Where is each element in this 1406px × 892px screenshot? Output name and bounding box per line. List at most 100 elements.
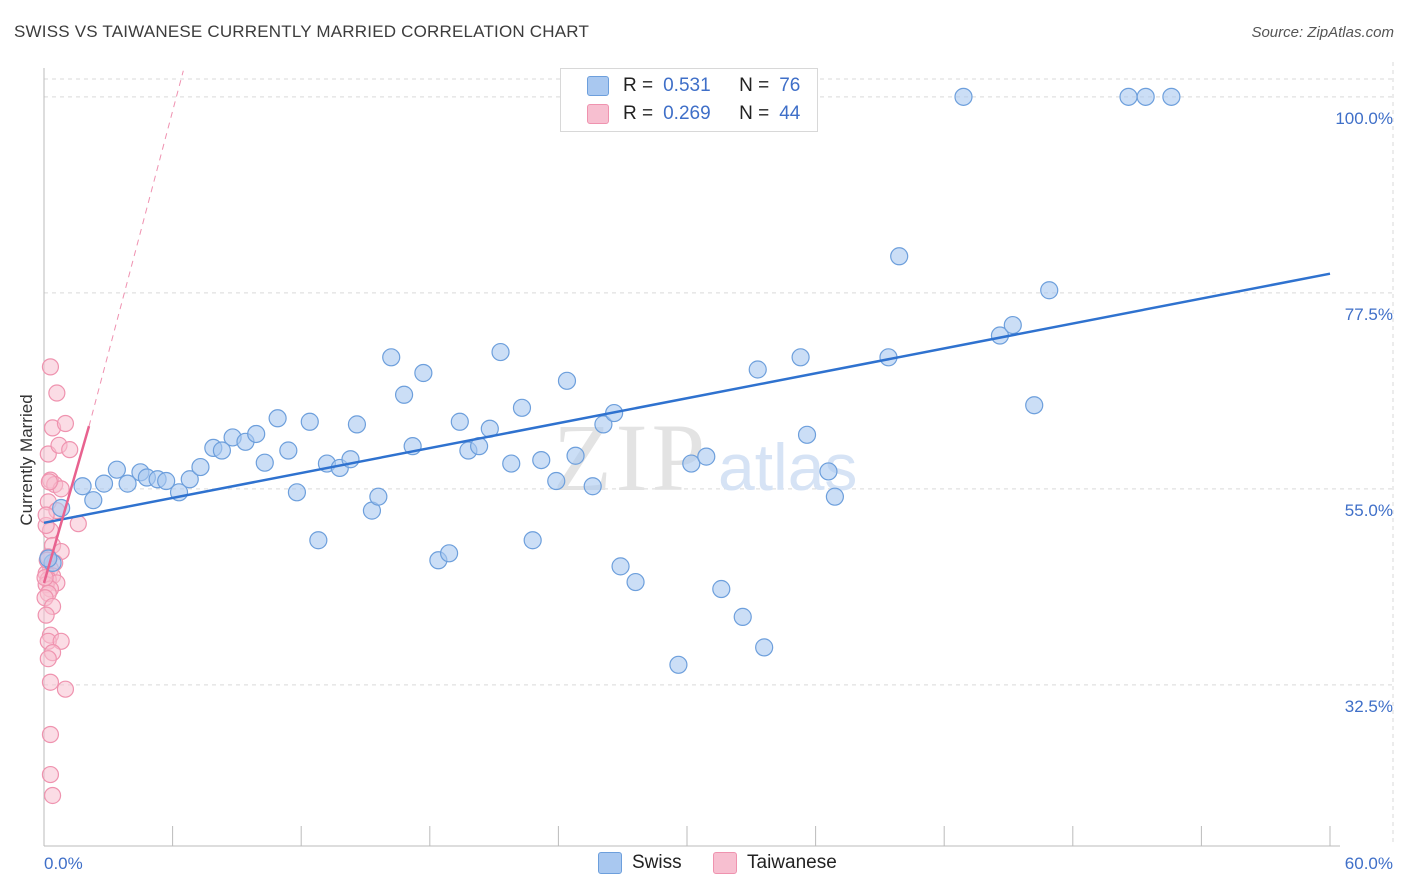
swiss-point-48 [566, 446, 585, 465]
swiss-point-31 [382, 348, 401, 367]
swiss-point-49 [583, 477, 602, 496]
taiwanese-point-37 [41, 725, 60, 744]
swiss-point-30 [369, 487, 388, 506]
taiwanese-point-5 [56, 414, 75, 433]
taiwanese-trendline [42, 425, 91, 584]
swiss-point-4 [94, 474, 114, 493]
taiwanese-n-value: 44 [779, 103, 801, 124]
swiss-point-20 [268, 409, 287, 428]
y-axis-label: Currently Married [17, 394, 36, 526]
swiss-point-23 [300, 412, 319, 431]
swiss-trendline [43, 272, 1331, 525]
taiwanese-point-36 [56, 680, 75, 698]
swiss-point-6 [118, 474, 137, 493]
taiwanese-point-39 [43, 786, 62, 805]
swiss-point-22 [287, 483, 307, 502]
swiss-point-52 [611, 557, 630, 576]
swiss-point-28 [347, 415, 367, 434]
swiss-point-44 [523, 531, 542, 550]
taiwanese-point-0 [41, 358, 60, 376]
swiss-point-56 [697, 447, 716, 466]
swiss-point-24 [309, 531, 328, 550]
legend-row-taiwanese: R = 0.269 N = 44 [587, 101, 800, 127]
swiss-point-74 [1162, 87, 1181, 106]
swiss-point-70 [1025, 396, 1044, 415]
swiss-point-3 [84, 491, 103, 510]
taiwanese-point-32 [52, 632, 70, 650]
swiss-legend-swatch [598, 852, 622, 874]
y-tick-label-3: 100.0% [1335, 109, 1393, 128]
swiss-point-67 [954, 87, 973, 106]
swiss-point-42 [502, 454, 521, 473]
swiss-point-34 [414, 363, 433, 383]
swiss-point-10 [157, 471, 176, 491]
legend-row-swiss: R = 0.531 N = 76 [587, 73, 800, 99]
swiss-point-62 [797, 425, 817, 444]
swiss-point-15 [212, 441, 231, 460]
swiss-legend-label: Swiss [632, 852, 682, 873]
taiwanese-legend-swatch [713, 852, 737, 874]
taiwanese-point-1 [48, 384, 66, 402]
x-tick-label-min: 0.0% [44, 854, 83, 873]
stats-legend: R = 0.531 N = 76 R = 0.269 N = 44 [560, 68, 818, 132]
swiss-r-value: 0.531 [663, 75, 711, 96]
swiss-point-12 [180, 470, 199, 489]
y-tick-label-0: 32.5% [1345, 697, 1393, 716]
taiwanese-trendline-extension [88, 70, 184, 427]
taiwanese-point-34 [39, 650, 57, 668]
y-tick-label-1: 55.0% [1345, 501, 1393, 520]
swiss-point-32 [394, 385, 414, 404]
trendlines [42, 70, 1331, 584]
swiss-point-72 [1119, 87, 1138, 106]
swiss-point-57 [712, 579, 731, 599]
swiss-point-58 [733, 607, 752, 626]
swiss-point-63 [819, 462, 838, 481]
taiwanese-point-41 [40, 473, 58, 491]
taiwanese-point-38 [41, 765, 60, 784]
legend-item-taiwanese[interactable]: Taiwanese [713, 852, 837, 874]
swiss-n-label: N = [739, 75, 770, 96]
swiss-point-73 [1136, 87, 1155, 106]
swiss-n-value: 76 [779, 75, 801, 96]
swiss-point-36 [439, 544, 459, 563]
swiss-point-2 [73, 477, 92, 496]
x-tick-label-max: 60.0% [1345, 854, 1393, 873]
swiss-point-5 [107, 460, 126, 479]
swiss-point-55 [682, 454, 701, 473]
swiss-point-13 [191, 457, 210, 477]
taiwanese-r-label: R = [623, 103, 654, 124]
swiss-point-21 [279, 441, 298, 460]
chart-title: SWISS VS TAIWANESE CURRENTLY MARRIED COR… [14, 22, 590, 41]
swiss-point-54 [669, 655, 688, 674]
swiss-point-61 [791, 348, 810, 367]
source-label: Source: ZipAtlas.com [1251, 24, 1394, 41]
tick-labels: 32.5% 55.0% 77.5% 100.0% 0.0% 60.0% [44, 109, 1393, 873]
taiwanese-point-35 [41, 673, 60, 691]
taiwanese-r-value: 0.269 [663, 103, 711, 124]
swiss-point-64 [825, 487, 844, 506]
y-tick-label-2: 77.5% [1345, 305, 1393, 324]
swiss-point-19 [255, 453, 274, 472]
taiwanese-point-6 [61, 441, 79, 459]
swiss-point-18 [247, 424, 266, 444]
taiwanese-point-29 [37, 606, 55, 624]
swiss-point-46 [547, 471, 566, 491]
swiss-point-45 [532, 450, 551, 470]
taiwanese-swatch [587, 104, 609, 124]
swiss-point-60 [755, 638, 774, 657]
swiss-point-59 [748, 360, 767, 379]
swiss-point-37 [450, 412, 469, 431]
taiwanese-legend-label: Taiwanese [747, 852, 837, 873]
legend-item-swiss[interactable]: Swiss [598, 852, 682, 874]
swiss-points [39, 87, 1181, 674]
taiwanese-n-label: N = [739, 103, 770, 124]
swiss-point-47 [557, 371, 577, 390]
swiss-point-66 [890, 247, 909, 266]
swiss-point-50 [594, 415, 613, 434]
swiss-point-69 [1003, 315, 1022, 335]
swiss-r-label: R = [623, 75, 654, 96]
swiss-point-41 [491, 342, 510, 362]
swiss-point-43 [512, 398, 532, 417]
swiss-point-71 [1040, 281, 1059, 300]
